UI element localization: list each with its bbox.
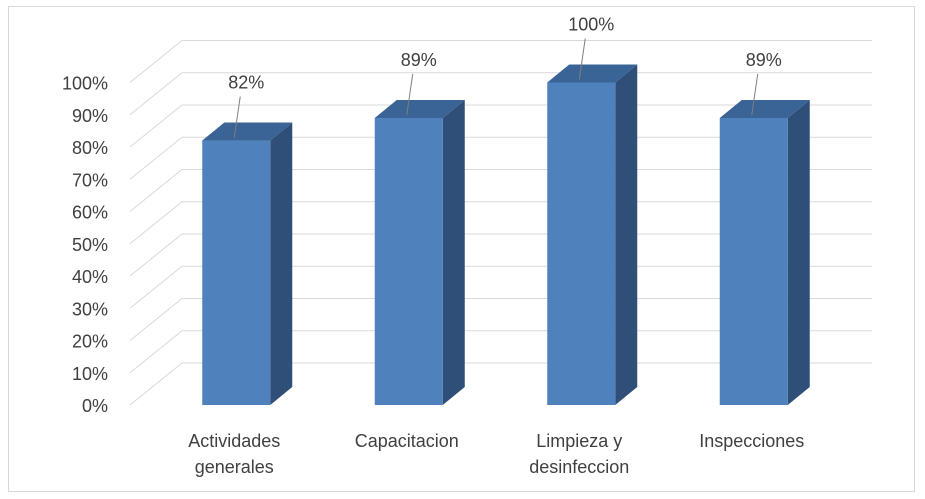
bar-top bbox=[547, 64, 638, 83]
gridline bbox=[129, 265, 872, 309]
gridline bbox=[129, 169, 872, 212]
y-axis-ticks: 0% 10% 20% 30% 40% 50% 60% 70% 80% 90% 100% bbox=[62, 74, 108, 417]
bar-front bbox=[202, 140, 271, 406]
category-labels: Actividades generales Capacitacion Limpieza… bbox=[188, 431, 804, 477]
y-tick-label: 70% bbox=[72, 170, 108, 190]
leader-line bbox=[406, 73, 414, 116]
gridline bbox=[129, 362, 872, 406]
bar-top bbox=[202, 122, 293, 141]
gridline bbox=[129, 298, 872, 341]
y-tick-label: 80% bbox=[72, 138, 108, 158]
gridlines bbox=[129, 40, 872, 406]
y-tick-label: 50% bbox=[72, 235, 108, 255]
bar-side bbox=[270, 122, 293, 406]
bar-front bbox=[547, 82, 616, 405]
y-tick-label: 90% bbox=[72, 106, 108, 126]
bar bbox=[374, 99, 465, 405]
gridline bbox=[129, 104, 872, 148]
gridline bbox=[129, 201, 872, 245]
gridline bbox=[129, 72, 872, 116]
bar-front bbox=[719, 117, 788, 405]
leader-line bbox=[578, 38, 586, 80]
bar-front bbox=[374, 117, 443, 405]
category-label: Capacitacion bbox=[355, 431, 459, 451]
y-tick-label: 100% bbox=[62, 74, 108, 94]
y-tick-label: 0% bbox=[82, 396, 108, 416]
y-tick-label: 30% bbox=[72, 299, 108, 319]
bar-side bbox=[787, 99, 810, 405]
y-tick-label: 60% bbox=[72, 203, 108, 223]
category-label: Inspecciones bbox=[699, 431, 804, 451]
data-label: 89% bbox=[401, 50, 437, 70]
bar-side bbox=[615, 64, 638, 405]
gridline bbox=[129, 330, 872, 374]
category-label: Limpieza y desinfeccion bbox=[529, 431, 629, 477]
bar bbox=[719, 99, 810, 405]
leader-line bbox=[233, 96, 241, 138]
gridline bbox=[129, 233, 872, 277]
data-labels: 82% 89% 100% 89% bbox=[228, 15, 782, 138]
bar bbox=[547, 64, 638, 405]
y-tick-label: 20% bbox=[72, 332, 108, 352]
data-label: 100% bbox=[568, 15, 614, 35]
gridline bbox=[129, 136, 872, 180]
bar-top bbox=[719, 99, 810, 118]
bar-top bbox=[374, 99, 465, 118]
bar bbox=[202, 122, 293, 406]
y-tick-label: 40% bbox=[72, 267, 108, 287]
leader-line bbox=[751, 73, 759, 116]
bar-side bbox=[442, 99, 465, 405]
data-label: 89% bbox=[746, 50, 782, 70]
gridline bbox=[129, 40, 872, 83]
category-label: Actividades generales bbox=[188, 431, 280, 477]
y-tick-label: 10% bbox=[72, 364, 108, 384]
bars bbox=[202, 64, 810, 406]
data-label: 82% bbox=[228, 73, 264, 93]
